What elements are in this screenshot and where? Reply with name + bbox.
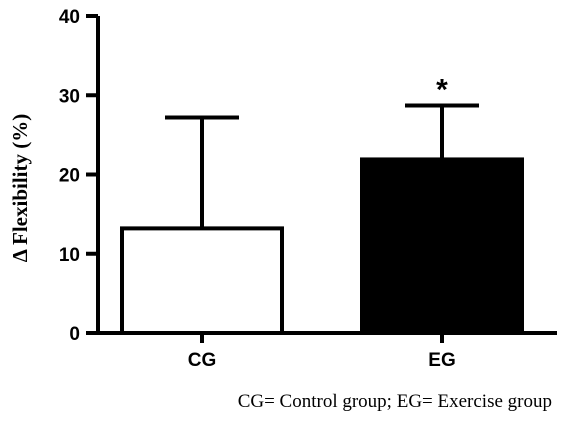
bars bbox=[120, 157, 524, 335]
y-tick-label-0: 0 bbox=[69, 324, 80, 345]
x-tick-label-eg: EG bbox=[428, 350, 455, 371]
y-axis-label: Δ Flexibility (%) bbox=[8, 114, 32, 263]
significance-marker-eg: * bbox=[436, 74, 448, 107]
x-tick-label-cg: CG bbox=[188, 350, 217, 371]
y-axis-ticks: 0 10 20 30 40 bbox=[59, 7, 98, 345]
category-labels: CG EG bbox=[188, 333, 456, 371]
error-bars bbox=[165, 103, 479, 229]
y-tick-label-20: 20 bbox=[59, 166, 80, 187]
chart-caption: CG= Control group; EG= Exercise group bbox=[238, 391, 552, 412]
bar-cg bbox=[120, 226, 284, 335]
annotations: * bbox=[436, 74, 448, 107]
y-tick-label-10: 10 bbox=[59, 245, 80, 266]
bar-eg bbox=[360, 157, 524, 335]
y-tick-label-40: 40 bbox=[59, 7, 80, 28]
y-tick-label-30: 30 bbox=[59, 86, 80, 107]
